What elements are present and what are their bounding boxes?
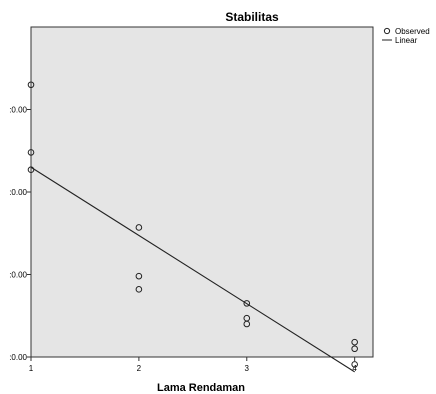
observed-point [27,166,35,174]
y-axis: :0.00 :0.00 :0.00 :0.00 [9,106,31,362]
linear-fit-line [30,166,355,373]
observed-point [135,272,143,280]
observed-point [351,338,358,346]
observed-point [135,224,143,231]
y-tick-label: :0.00 [9,188,27,197]
x-tick-label: 3 [245,364,250,373]
series-layer [27,81,358,373]
legend-label: Observed [395,27,430,36]
x-tick-label: 1 [29,364,34,373]
observed-point [351,345,358,353]
plot-area [30,26,374,358]
y-tick-label: :0.00 [9,106,27,115]
x-axis-label: Lama Rendaman [157,382,245,394]
y-tick-label: :0.00 [9,353,27,362]
observed-point [27,149,35,156]
x-axis: 1 2 3 4 [29,357,357,373]
observed-point [243,300,251,307]
observed-point [27,81,35,89]
x-tick-label: 4 [352,364,357,373]
legend-observed-marker [383,27,391,35]
legend-label: Linear [395,36,418,45]
observed-point [135,286,143,293]
observed-point [351,361,358,368]
chart-title: Stabilitas [225,10,279,24]
observed-point [243,320,251,328]
y-tick-label: :0.00 [9,271,27,280]
x-tick-label: 2 [137,364,142,373]
